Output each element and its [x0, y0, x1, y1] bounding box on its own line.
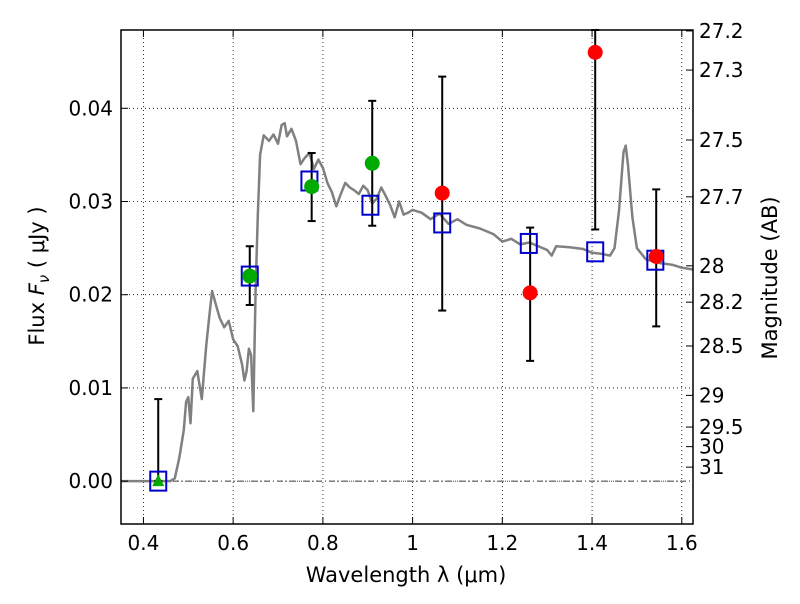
- y-label-symbol: F: [25, 282, 49, 295]
- x-axis-label: Wavelength λ (μm): [306, 563, 507, 587]
- x-tick-label: 1.6: [666, 531, 698, 555]
- observed-flux-point: [304, 179, 320, 195]
- model-flux-square: [240, 265, 259, 287]
- observed-flux-point: [587, 44, 603, 60]
- magnitude-tick-label: 27.7: [699, 185, 744, 209]
- model-spectrum: [121, 121, 694, 483]
- y-label-subscript: ν: [35, 275, 53, 283]
- y-tick-label: 0.00: [68, 469, 113, 493]
- y-tick-label: 0.03: [68, 190, 113, 214]
- magnitude-tick-label: 27.3: [699, 58, 744, 82]
- upper-limit-triangle: [152, 474, 165, 487]
- magnitude-tick-label: 27.2: [699, 19, 744, 43]
- observed-flux-point: [648, 248, 664, 264]
- magnitude-tick-label: 30: [699, 435, 724, 459]
- right-axis-label: Magnitude (AB): [758, 196, 782, 359]
- x-tick-label: 0.8: [307, 531, 339, 555]
- magnitude-tick-label: 29.5: [699, 415, 744, 439]
- magnitude-tick-label: 31: [699, 455, 724, 479]
- x-tick-label: 1.2: [486, 531, 518, 555]
- x-tick-label: 1.4: [576, 531, 608, 555]
- model-flux-square: [586, 241, 605, 263]
- grid: [121, 30, 693, 524]
- magnitude-tick-label: 29: [699, 383, 724, 407]
- magnitude-tick-label: 28.2: [699, 290, 744, 314]
- x-tick-label: 0.6: [217, 531, 249, 555]
- model-spectrum-line: [121, 121, 694, 483]
- axes: 0.4 0.6 0.8 1 1.2 1.4 1.6 0.00 0.01 0.02 0.03 0.04 2…: [68, 19, 743, 555]
- y-label-post: ( μJy ): [25, 206, 49, 274]
- model-flux-square: [519, 232, 538, 254]
- model-flux-square: [433, 212, 452, 234]
- model-flux-square: [149, 470, 168, 492]
- plot-frame: [120, 29, 694, 525]
- observed-flux-point: [242, 268, 258, 284]
- magnitude-tick-label: 27.5: [699, 128, 744, 152]
- y-tick-label: 0.02: [68, 283, 113, 307]
- y-label-pre: Flux: [25, 295, 49, 345]
- y-axis-label: Flux Fν ( μJy ): [25, 206, 53, 345]
- magnitude-tick-label: 28.5: [699, 334, 744, 358]
- x-tick-label: 0.4: [128, 531, 160, 555]
- magnitude-tick-label: 28: [699, 254, 724, 278]
- model-flux-square: [361, 194, 380, 216]
- error-bars: [154, 29, 661, 483]
- observed-flux-point: [434, 185, 450, 201]
- y-tick-label: 0.01: [68, 376, 113, 400]
- markers: [149, 44, 665, 492]
- observed-flux-point: [522, 285, 538, 301]
- x-tick-label: 1: [406, 531, 419, 555]
- y-tick-label: 0.04: [68, 96, 113, 120]
- observed-flux-point: [364, 155, 380, 171]
